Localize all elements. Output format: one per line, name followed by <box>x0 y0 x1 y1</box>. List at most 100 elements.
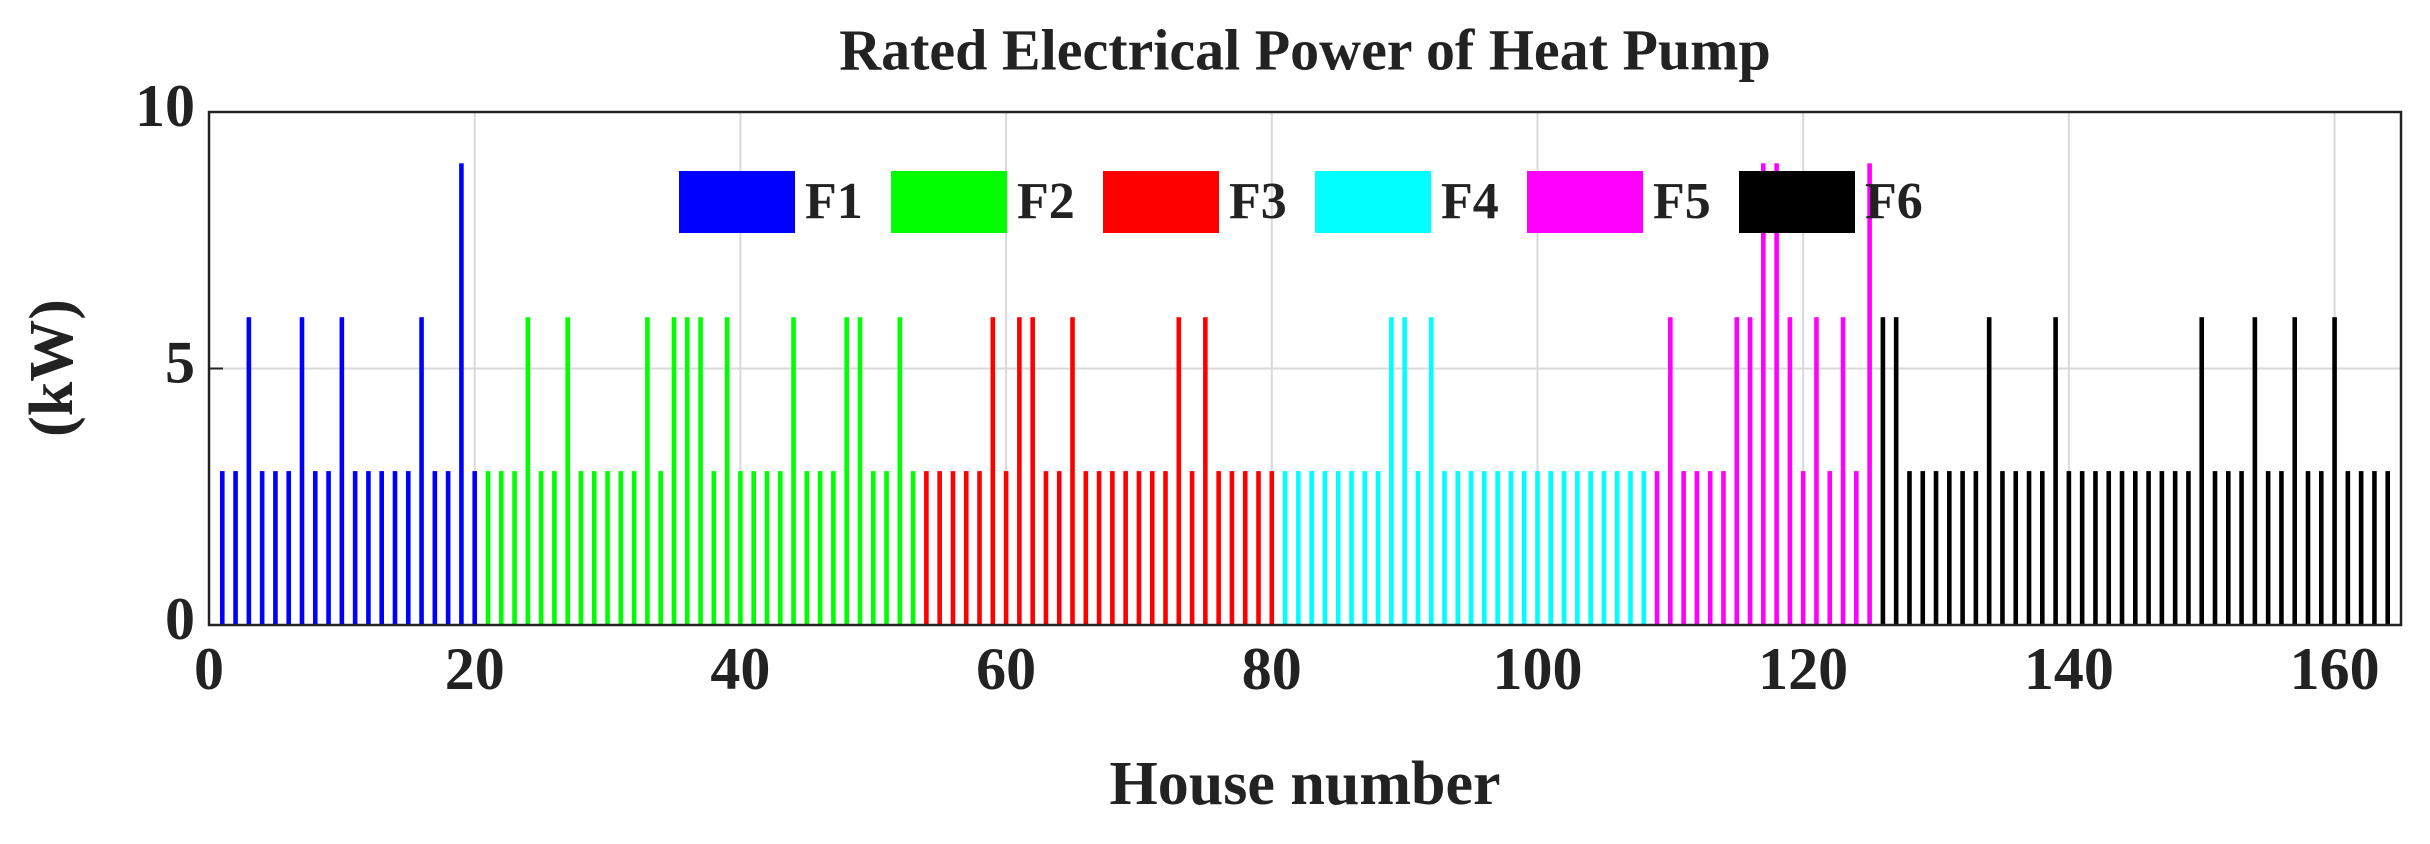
bar <box>2212 471 2218 625</box>
y-tick-label: 0 <box>165 586 195 652</box>
bar <box>1269 471 1275 625</box>
bar <box>1641 471 1647 625</box>
legend-label: F3 <box>1229 173 1287 230</box>
bar <box>817 471 823 625</box>
legend-swatch <box>679 171 795 233</box>
bar <box>1402 317 1407 625</box>
bar <box>1681 471 1686 625</box>
bar <box>1521 471 1527 625</box>
bar <box>1003 471 1009 625</box>
legend-swatch <box>1739 171 1855 233</box>
bar <box>2332 317 2337 625</box>
bar <box>286 471 292 625</box>
bar <box>711 471 717 625</box>
bar <box>2106 471 2112 625</box>
bar <box>246 317 252 625</box>
legend-label: F2 <box>1017 173 1075 230</box>
bar <box>1628 471 1633 625</box>
bar <box>2053 317 2058 625</box>
bar <box>2358 471 2364 625</box>
y-tick-label: 5 <box>165 329 195 395</box>
bar <box>724 317 730 625</box>
bar <box>1482 471 1487 625</box>
bar <box>1774 163 1779 626</box>
bar <box>618 471 624 625</box>
bar <box>1800 471 1806 625</box>
legend-swatch <box>891 171 1007 233</box>
bar <box>2305 471 2311 625</box>
bar <box>1096 471 1102 625</box>
bar <box>525 317 531 625</box>
bar <box>1707 471 1713 625</box>
bar <box>1548 471 1554 625</box>
bar <box>273 471 278 625</box>
bar <box>1614 471 1620 625</box>
bar <box>392 471 398 625</box>
bar <box>1986 317 1992 625</box>
bar <box>791 317 796 625</box>
bar <box>1694 471 1700 625</box>
bar <box>1721 471 1726 625</box>
bar <box>1309 471 1314 625</box>
y-axis-label: (kW) <box>18 299 86 437</box>
bar <box>1973 471 1979 625</box>
x-tick-label: 100 <box>1492 636 1582 702</box>
bar <box>1668 317 1673 625</box>
bar <box>1495 471 1500 625</box>
bar <box>764 471 770 625</box>
bar <box>937 471 942 625</box>
bar <box>1747 317 1753 625</box>
bar <box>1335 471 1341 625</box>
bar <box>498 471 504 625</box>
bar <box>2318 471 2324 625</box>
bar <box>1761 163 1766 626</box>
bar <box>2013 471 2019 625</box>
bar <box>2172 471 2178 625</box>
bar <box>1455 471 1461 625</box>
x-tick-label: 60 <box>976 636 1036 702</box>
bar <box>445 471 451 625</box>
bar <box>591 471 597 625</box>
bar <box>1561 471 1567 625</box>
bar <box>1030 317 1035 625</box>
x-tick-label: 140 <box>2024 636 2114 702</box>
x-axis-label: House number <box>1110 750 1501 818</box>
legend-label: F6 <box>1865 173 1923 230</box>
bar <box>924 471 929 625</box>
bar <box>379 471 385 625</box>
bar <box>512 471 517 625</box>
bar <box>472 471 477 625</box>
bar <box>645 317 650 625</box>
bar <box>1110 471 1115 625</box>
bar <box>1575 471 1580 625</box>
bar <box>1947 471 1952 625</box>
bar <box>738 471 743 625</box>
bar <box>2265 471 2271 625</box>
bar <box>2292 317 2298 625</box>
bar <box>631 471 637 625</box>
bar <box>1442 471 1447 625</box>
bar <box>1203 317 1208 625</box>
bar <box>1415 471 1421 625</box>
legend-label: F5 <box>1653 173 1711 230</box>
bar <box>2146 471 2151 625</box>
bar <box>1468 471 1474 625</box>
bar <box>1083 471 1089 625</box>
bar <box>1734 317 1740 625</box>
bar <box>857 317 863 625</box>
bar <box>2345 471 2351 625</box>
bar <box>698 317 703 625</box>
bar <box>1163 471 1168 625</box>
bar <box>326 471 331 625</box>
bar <box>751 471 756 625</box>
bar <box>2040 471 2045 625</box>
bar <box>1428 317 1434 625</box>
x-tick-label: 80 <box>1242 636 1302 702</box>
x-tick-label: 160 <box>2290 636 2380 702</box>
bar <box>219 471 225 625</box>
bar <box>1867 163 1872 626</box>
bar <box>352 471 358 625</box>
bar <box>1840 317 1846 625</box>
